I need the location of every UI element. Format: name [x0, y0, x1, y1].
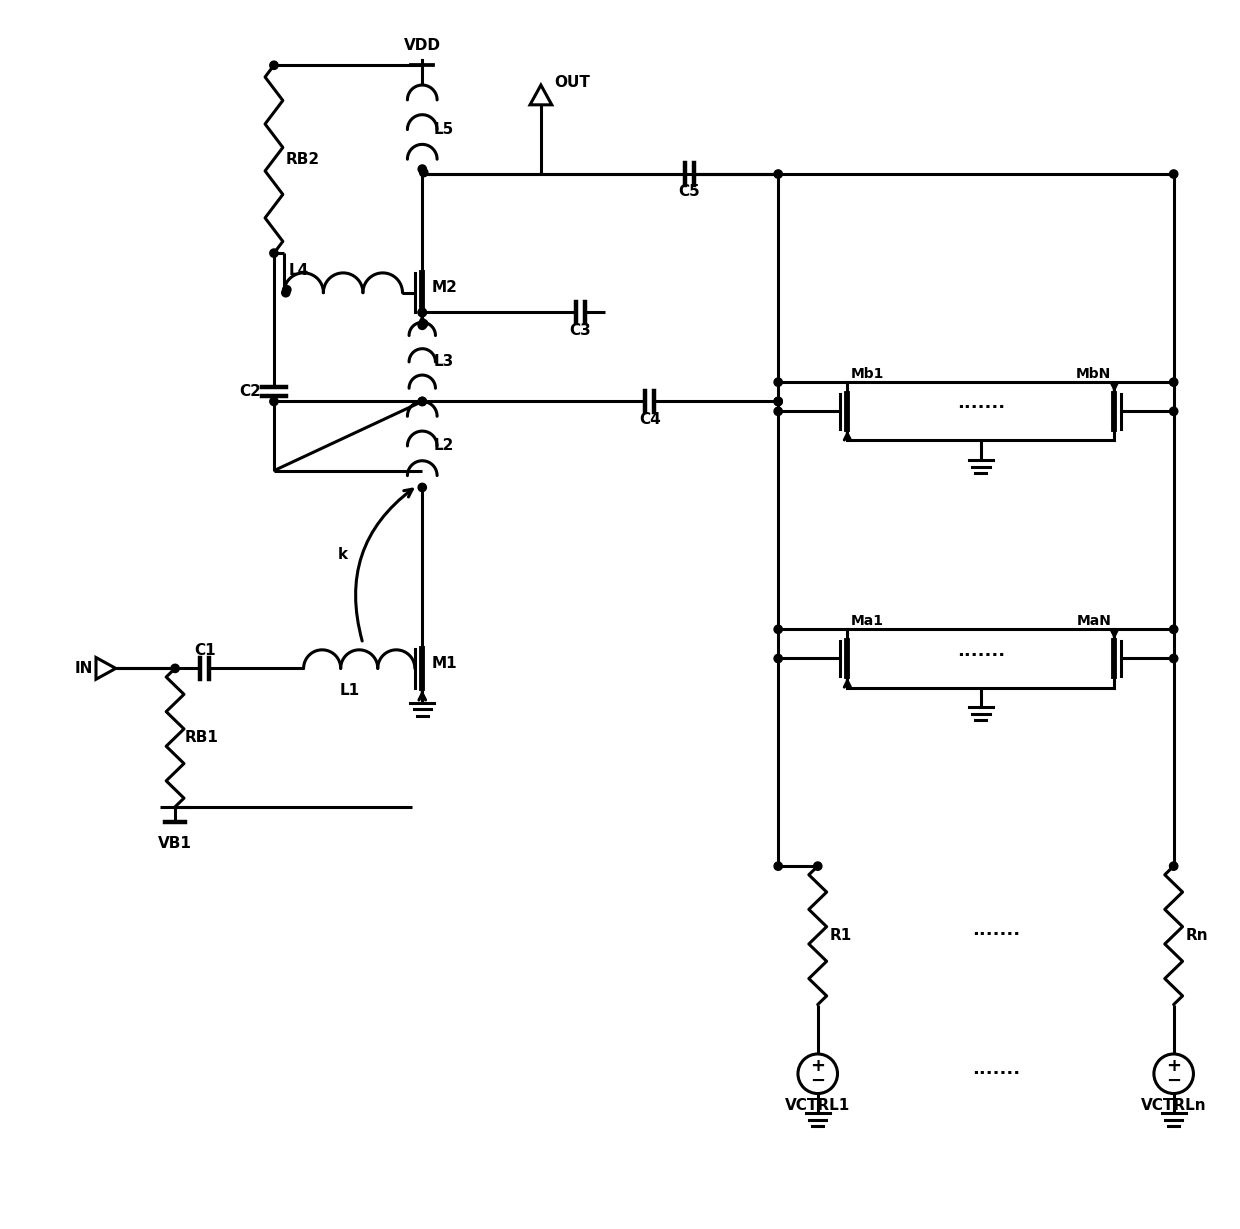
Circle shape — [419, 320, 428, 328]
Text: IN: IN — [74, 661, 93, 676]
Circle shape — [281, 289, 290, 297]
Text: L4: L4 — [289, 263, 309, 279]
Text: RB2: RB2 — [285, 151, 320, 167]
Text: VCTRLn: VCTRLn — [1141, 1099, 1207, 1113]
Text: Mb1: Mb1 — [851, 367, 884, 381]
Circle shape — [1169, 170, 1178, 178]
Text: VB1: VB1 — [159, 837, 192, 852]
Text: M1: M1 — [432, 656, 456, 671]
Text: k: k — [339, 547, 348, 562]
Text: +: + — [1166, 1057, 1182, 1075]
Text: ·······: ······· — [957, 646, 1004, 665]
Circle shape — [418, 308, 427, 317]
Text: L1: L1 — [340, 682, 360, 698]
Circle shape — [419, 168, 428, 177]
Text: L5: L5 — [433, 122, 454, 138]
Circle shape — [774, 407, 782, 415]
Circle shape — [774, 170, 782, 178]
Text: C2: C2 — [239, 383, 262, 399]
Text: R1: R1 — [830, 928, 852, 943]
Circle shape — [418, 397, 427, 406]
Circle shape — [418, 397, 427, 406]
Text: C3: C3 — [569, 323, 591, 338]
Circle shape — [774, 397, 782, 406]
Circle shape — [774, 379, 782, 386]
Text: VDD: VDD — [404, 38, 440, 53]
Text: MbN: MbN — [1076, 367, 1111, 381]
Circle shape — [774, 626, 782, 633]
Text: VCTRL1: VCTRL1 — [785, 1099, 851, 1113]
Text: RB1: RB1 — [185, 730, 218, 745]
Text: −: − — [1166, 1072, 1182, 1090]
Circle shape — [1169, 379, 1178, 386]
Circle shape — [418, 165, 427, 173]
Circle shape — [418, 483, 427, 492]
Text: C5: C5 — [678, 184, 701, 199]
Circle shape — [418, 321, 427, 329]
Text: OUT: OUT — [554, 75, 590, 90]
Text: Ma1: Ma1 — [851, 614, 883, 628]
Circle shape — [1169, 407, 1178, 415]
Text: Rn: Rn — [1185, 928, 1208, 943]
Circle shape — [270, 249, 278, 257]
Text: ·······: ······· — [957, 399, 1004, 418]
Text: C4: C4 — [639, 412, 661, 426]
Circle shape — [283, 285, 291, 294]
Text: ·······: ······· — [972, 1064, 1019, 1083]
Circle shape — [774, 654, 782, 662]
Text: ·······: ······· — [972, 927, 1019, 944]
FancyArrowPatch shape — [356, 489, 413, 642]
Text: +: + — [810, 1057, 826, 1075]
Text: −: − — [810, 1072, 826, 1090]
Circle shape — [1169, 862, 1178, 870]
Text: MaN: MaN — [1076, 614, 1111, 628]
Circle shape — [774, 862, 782, 870]
Circle shape — [418, 308, 427, 317]
Text: C1: C1 — [193, 643, 216, 658]
Text: L3: L3 — [433, 354, 454, 370]
Circle shape — [270, 397, 278, 406]
Circle shape — [774, 397, 782, 406]
Circle shape — [1169, 626, 1178, 633]
Circle shape — [1169, 654, 1178, 662]
Text: L2: L2 — [433, 439, 454, 454]
Circle shape — [171, 664, 180, 672]
Circle shape — [813, 862, 822, 870]
Circle shape — [270, 61, 278, 69]
Text: M2: M2 — [432, 280, 458, 295]
